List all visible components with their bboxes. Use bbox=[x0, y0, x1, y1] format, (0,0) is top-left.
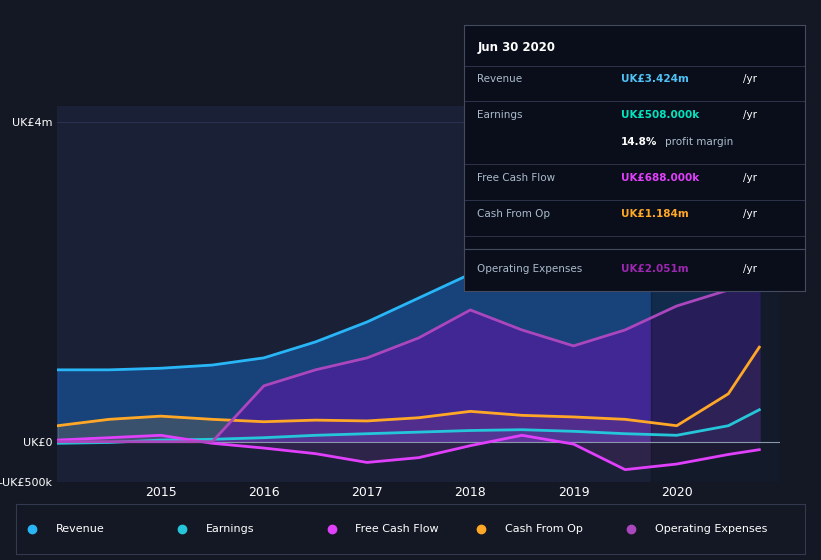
Text: 14.8%: 14.8% bbox=[621, 137, 657, 147]
Text: Revenue: Revenue bbox=[478, 74, 523, 85]
Text: /yr: /yr bbox=[743, 173, 757, 183]
Bar bbox=[651, 106, 780, 482]
Text: /yr: /yr bbox=[743, 264, 757, 274]
Text: Cash From Op: Cash From Op bbox=[505, 524, 583, 534]
Text: /yr: /yr bbox=[743, 110, 757, 120]
Text: /yr: /yr bbox=[743, 209, 757, 219]
Text: UK£1.184m: UK£1.184m bbox=[621, 209, 688, 219]
Text: Operating Expenses: Operating Expenses bbox=[478, 264, 583, 274]
Text: /yr: /yr bbox=[743, 74, 757, 85]
Text: Operating Expenses: Operating Expenses bbox=[655, 524, 767, 534]
Text: UK£508.000k: UK£508.000k bbox=[621, 110, 699, 120]
Text: profit margin: profit margin bbox=[665, 137, 733, 147]
Text: Cash From Op: Cash From Op bbox=[478, 209, 551, 219]
Text: UK£3.424m: UK£3.424m bbox=[621, 74, 689, 85]
Text: Free Cash Flow: Free Cash Flow bbox=[478, 173, 556, 183]
Text: Earnings: Earnings bbox=[478, 110, 523, 120]
Text: Revenue: Revenue bbox=[56, 524, 104, 534]
Text: Earnings: Earnings bbox=[205, 524, 254, 534]
Text: Free Cash Flow: Free Cash Flow bbox=[355, 524, 439, 534]
Text: Jun 30 2020: Jun 30 2020 bbox=[478, 41, 556, 54]
Text: UK£2.051m: UK£2.051m bbox=[621, 264, 688, 274]
Text: UK£688.000k: UK£688.000k bbox=[621, 173, 699, 183]
